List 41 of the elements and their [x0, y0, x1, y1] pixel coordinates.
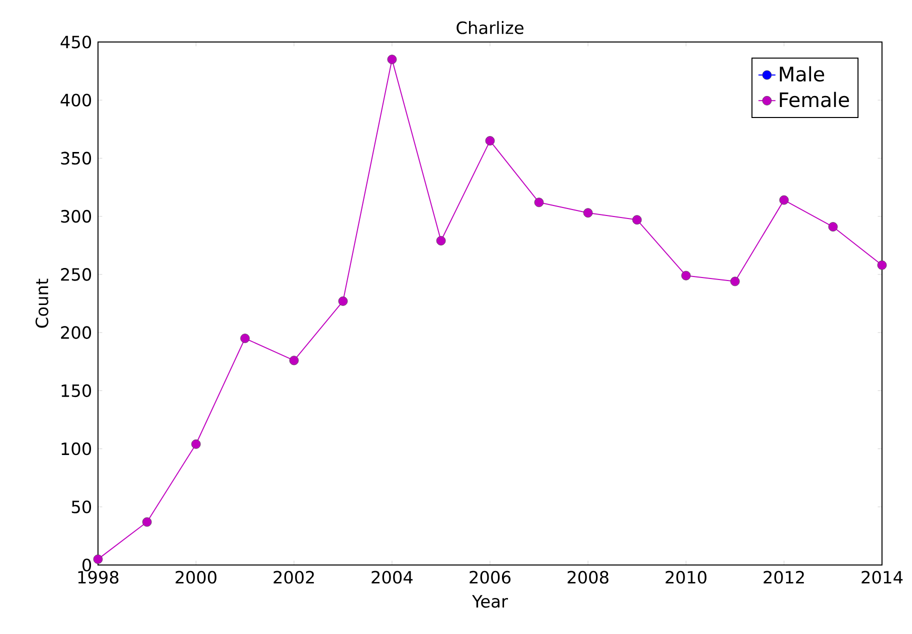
y-tick-label: 50 [72, 500, 92, 514]
y-tick-label: 200 [61, 326, 92, 339]
y-tick-label: 400 [60, 94, 92, 107]
point [485, 136, 495, 146]
point [681, 270, 691, 280]
point [240, 334, 250, 344]
legend-label: Female [780, 92, 849, 108]
chart-title: Charlize [456, 21, 524, 34]
x-tick-label: 2002 [274, 570, 314, 584]
y-tick-label: 250 [61, 268, 92, 281]
point [142, 517, 152, 527]
y-tick-label: 300 [61, 210, 92, 223]
x-axis-title: Year [472, 595, 508, 608]
y-tick-label: 0 [82, 558, 92, 572]
y-tick-label: 450 [60, 36, 92, 48]
x-tick-label: 2008 [568, 570, 608, 584]
point [191, 439, 201, 449]
y-tick-label: 100 [62, 442, 92, 456]
legend-label: Male [780, 66, 824, 82]
point [436, 236, 446, 246]
x-tick-label: 2006 [470, 570, 510, 584]
y-axis-title: Count [36, 278, 48, 328]
y-tick-label: 150 [62, 384, 92, 398]
point [632, 215, 642, 225]
point [338, 296, 348, 306]
x-tick-label: 1998 [78, 570, 118, 584]
x-tick-label: 2014 [862, 570, 903, 584]
point [779, 195, 789, 205]
point [730, 276, 740, 286]
point [583, 208, 593, 218]
point [289, 356, 299, 366]
x-tick-label: 2000 [176, 570, 216, 584]
point [534, 198, 544, 208]
point [828, 222, 838, 232]
x-tick-label: 2010 [666, 570, 706, 584]
point [387, 54, 397, 64]
x-tick-label: 2004 [372, 570, 413, 584]
point [93, 554, 103, 564]
point [877, 260, 887, 270]
x-tick-label: 2012 [764, 570, 804, 584]
y-tick-label: 350 [61, 152, 92, 165]
